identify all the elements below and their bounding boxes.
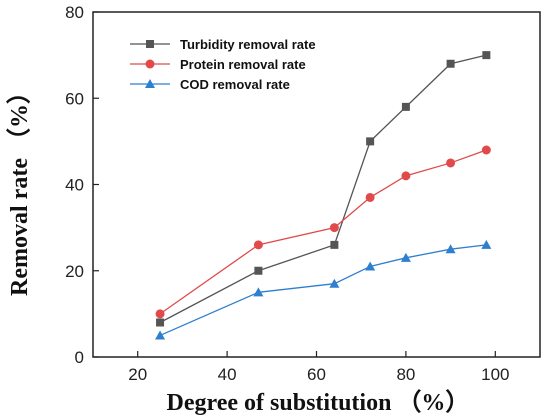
x-tick-label: 40 [218,365,237,384]
y-tick-label: 60 [65,89,84,108]
legend-marker [145,59,155,69]
data-point [155,330,166,340]
data-point [330,240,339,249]
x-tick-label: 80 [396,365,415,384]
data-point [253,240,263,250]
x-axis-title: Degree of substitution （%） [167,389,470,416]
data-point [482,51,491,60]
series-line [159,54,487,324]
data-point [365,261,376,271]
x-tick-label: 20 [128,365,147,384]
y-axis-title: Removal rate （%） [6,80,33,296]
data-point [155,309,165,319]
legend-label: COD removal rate [180,77,290,92]
x-tick-label: 100 [481,365,509,384]
data-point [365,192,375,202]
data-point [481,239,492,249]
data-point [329,223,339,233]
series-line [159,149,487,315]
series-triangle [155,239,492,340]
legend: Turbidity removal rate Protein removal ra… [130,37,316,92]
legend-marker [146,40,154,48]
data-point [156,318,165,327]
x-axis-ticks: 20 40 60 80 100 [128,351,509,384]
legend-item: Turbidity removal rate [130,37,316,52]
legend-label: Turbidity removal rate [180,37,316,52]
legend-item: COD removal rate [130,77,290,92]
data-point [253,287,264,297]
data-point [401,171,411,181]
data-point [400,252,411,262]
data-point [254,266,263,275]
y-tick-label: 0 [75,348,84,367]
y-tick-label: 20 [65,262,84,281]
legend-marker [145,79,155,88]
y-tick-label: 40 [65,176,84,195]
y-tick-label: 80 [65,3,84,22]
data-point [366,137,375,146]
data-point [446,59,455,68]
series-circle [155,145,491,319]
data-point [329,278,340,288]
data-point [445,244,456,254]
legend-item: Protein removal rate [130,57,306,72]
data-point [481,145,491,155]
x-tick-label: 60 [307,365,326,384]
series-layer [155,51,492,340]
data-point [446,158,456,168]
series-line [159,244,487,337]
data-point [401,102,410,111]
y-axis-ticks: 0 20 40 60 80 [65,3,99,367]
series-square [156,51,491,327]
legend-label: Protein removal rate [180,57,306,72]
